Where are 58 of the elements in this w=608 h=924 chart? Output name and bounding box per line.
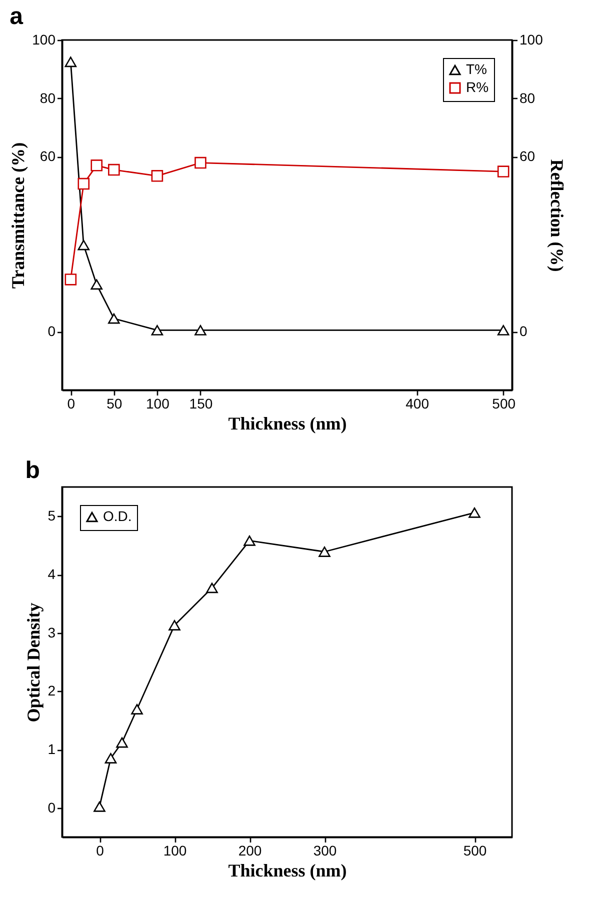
x-tick-label: 500 xyxy=(463,842,487,858)
point xyxy=(244,535,256,546)
y-tick-label: 3 xyxy=(48,624,56,640)
y2-axis-title: Reflection (%) xyxy=(546,159,567,272)
x-tick-label: 500 xyxy=(492,396,516,412)
x-tick-label: 300 xyxy=(313,842,337,858)
point xyxy=(78,240,90,250)
x-tick-label: 150 xyxy=(189,396,213,412)
point xyxy=(104,753,117,764)
x-tick-label: 0 xyxy=(96,842,104,858)
y-tick-label: 4 xyxy=(48,566,56,582)
point xyxy=(168,620,180,630)
legend-label: R% xyxy=(466,79,489,95)
legend-label: O.D. xyxy=(103,508,132,524)
x-tick-label: 400 xyxy=(406,396,430,412)
point xyxy=(116,737,128,748)
x-tick-label: 0 xyxy=(67,396,76,412)
point xyxy=(194,156,206,169)
y-tick-label: 100 xyxy=(32,32,56,48)
x-axis-title: Thickness (nm) xyxy=(228,860,347,880)
point xyxy=(64,56,77,68)
y2-tick-label: 60 xyxy=(520,148,536,164)
point xyxy=(194,325,206,336)
point xyxy=(90,160,103,172)
y-axis-title: Optical Density xyxy=(24,602,44,722)
chart-title: b xyxy=(25,457,40,484)
y-axis-title: Transmittance (%) xyxy=(8,142,28,289)
y2-tick-label: 0 xyxy=(520,323,528,340)
point xyxy=(151,325,164,336)
legend-label: T% xyxy=(466,61,487,77)
x-tick-label: 100 xyxy=(163,842,187,858)
y-tick-label: 80 xyxy=(40,90,56,106)
y-tick-label: 60 xyxy=(40,148,56,164)
y-tick-label: 0 xyxy=(48,799,56,816)
chart-title: a xyxy=(10,3,24,30)
point xyxy=(108,313,120,324)
point xyxy=(64,274,77,286)
point xyxy=(206,582,218,594)
point xyxy=(468,507,480,518)
y-tick-label: 2 xyxy=(48,682,56,699)
point xyxy=(318,546,330,557)
x-tick-label: 50 xyxy=(106,396,122,412)
point xyxy=(90,279,103,290)
point xyxy=(497,325,510,336)
point xyxy=(108,164,120,176)
y2-tick-label: 80 xyxy=(520,90,536,106)
point xyxy=(78,178,90,190)
y-tick-label: 0 xyxy=(48,323,56,340)
point xyxy=(497,166,510,178)
y-tick-label: 1 xyxy=(48,741,56,757)
point xyxy=(131,704,143,714)
point xyxy=(94,801,106,812)
point xyxy=(151,170,164,182)
x-tick-label: 100 xyxy=(146,396,170,412)
x-axis-title: Thickness (nm) xyxy=(228,414,347,434)
y2-tick-label: 100 xyxy=(520,32,544,48)
y-tick-label: 5 xyxy=(48,508,56,524)
x-tick-label: 200 xyxy=(238,842,262,858)
